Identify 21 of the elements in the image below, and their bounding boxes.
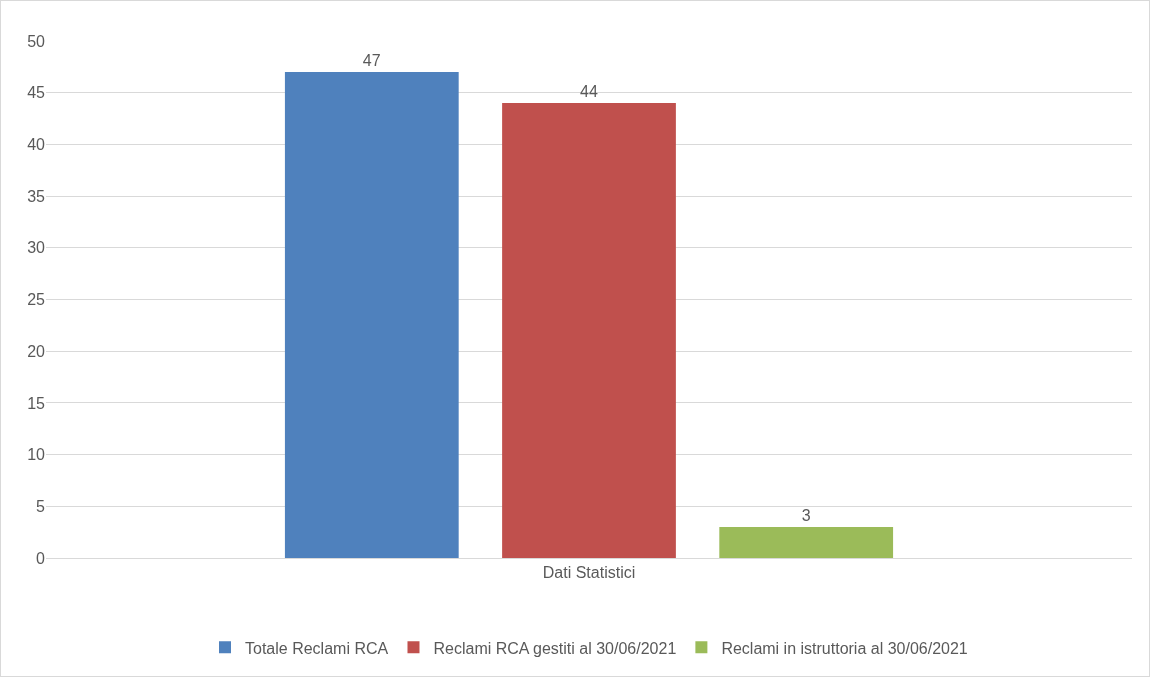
- y-tick-label: 35: [27, 187, 46, 205]
- data-label: 47: [362, 52, 381, 70]
- data-label: 3: [801, 506, 811, 524]
- bar: [719, 526, 894, 558]
- y-tick-label: 25: [27, 291, 46, 309]
- y-tick-label: 15: [27, 394, 46, 412]
- bar: [502, 103, 676, 558]
- legend-label: Reclami in istruttoria al 30/06/2021: [721, 639, 968, 657]
- legend-label: Reclami RCA gestiti al 30/06/2021: [433, 639, 677, 657]
- y-tick-label: 45: [27, 84, 46, 102]
- y-tick-label: 40: [27, 136, 46, 153]
- x-tick-label: Dati Statistici: [542, 564, 636, 582]
- legend-label: Totale Reclami RCA: [245, 639, 389, 657]
- y-tick-label: 10: [27, 446, 46, 464]
- bar: [284, 72, 459, 558]
- y-tick-label: 30: [27, 239, 46, 257]
- data-label: 44: [580, 83, 598, 101]
- y-tick-label: 5: [36, 497, 46, 515]
- y-tick-label: 20: [27, 342, 46, 360]
- y-tick-label: 0: [36, 549, 46, 567]
- y-tick-label: 50: [27, 32, 46, 50]
